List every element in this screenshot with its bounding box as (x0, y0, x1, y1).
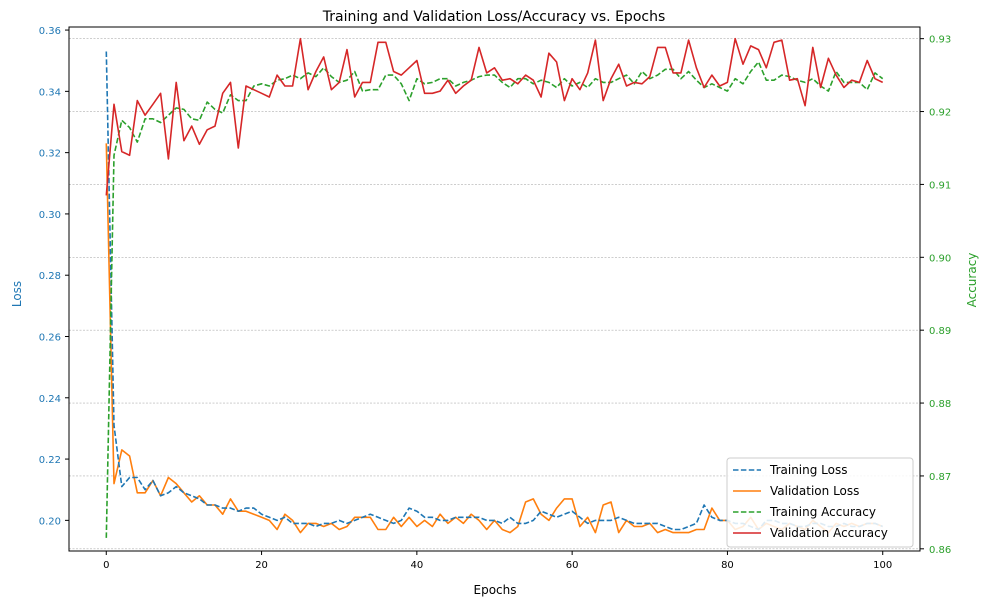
y-left-tick-label: 0.30 (39, 210, 61, 221)
legend-label: Training Loss (769, 463, 847, 477)
x-tick-label: 20 (255, 560, 268, 571)
series-line-training-accuracy (105, 61, 884, 538)
y-right-tick-label: 0.91 (929, 180, 951, 191)
series-line-training-loss (105, 51, 883, 531)
legend: Training Loss Validation Loss Training Acc… (726, 457, 914, 548)
y-right-tick-label: 0.92 (929, 108, 951, 119)
y-left-tick-label: 0.26 (39, 332, 61, 343)
x-tick-label: 100 (873, 560, 892, 571)
y-left-tick-label: 0.22 (39, 455, 61, 466)
y-left-tick-label: 0.28 (39, 271, 61, 282)
gridlines (69, 38, 920, 550)
y-right-tick-label: 0.90 (929, 253, 951, 264)
legend-label: Validation Accuracy (770, 526, 888, 540)
y-left-tick-label: 0.34 (39, 87, 61, 98)
legend-label: Training Accuracy (769, 505, 876, 519)
x-tick-label: 0 (103, 560, 109, 571)
y-right-tick-label: 0.86 (929, 545, 951, 556)
x-tick-label: 80 (721, 560, 734, 571)
chart-title: Training and Validation Loss/Accuracy vs… (322, 9, 666, 25)
y-right-tick-label: 0.88 (929, 399, 951, 410)
y-right-tick-label: 0.93 (929, 35, 951, 46)
legend-label: Validation Loss (770, 484, 859, 498)
legend-box (726, 457, 914, 548)
y-left-tick-label: 0.20 (39, 516, 61, 527)
series-line-validation-accuracy (105, 37, 884, 196)
x-axis: 0 20 40 60 80 100 (103, 551, 892, 571)
y-axis-right: 0.86 0.87 0.88 0.89 0.90 0.91 0.92 0.93 (920, 35, 951, 556)
y-right-tick-label: 0.89 (929, 326, 951, 337)
y-left-tick-label: 0.32 (39, 149, 61, 160)
y-right-tick-label: 0.87 (929, 472, 951, 483)
y-axis-left: 0.20 0.22 0.24 0.26 0.28 0.30 0.32 0.34 0.36 (39, 26, 69, 527)
x-tick-label: 60 (566, 560, 579, 571)
y-axis-left-label: Loss (10, 281, 24, 307)
x-axis-label: Epochs (474, 583, 517, 597)
x-tick-label: 40 (410, 560, 423, 571)
y-left-tick-label: 0.24 (39, 394, 61, 405)
y-left-tick-label: 0.36 (39, 26, 61, 37)
y-axis-right-label: Accuracy (965, 253, 979, 308)
plot-frame (68, 26, 921, 552)
